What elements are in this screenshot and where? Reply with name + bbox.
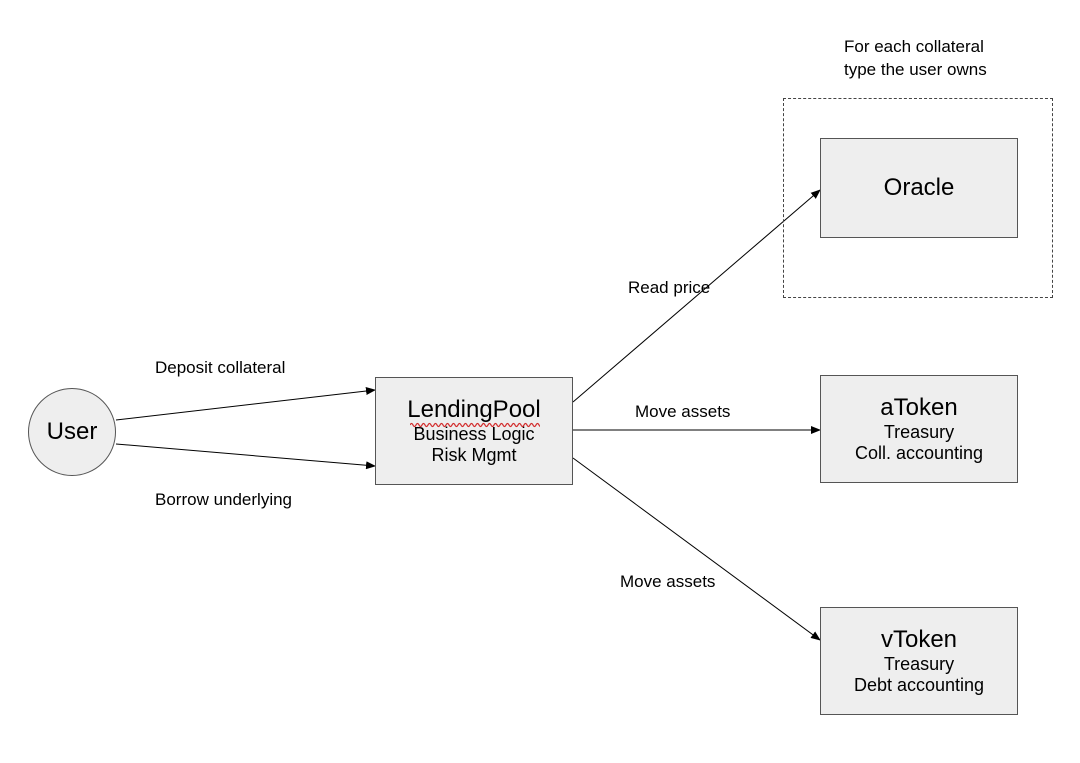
node-vtoken-sub2: Debt accounting: [854, 675, 984, 696]
node-vtoken-sub1: Treasury: [884, 654, 954, 675]
node-atoken-sub2: Coll. accounting: [855, 443, 983, 464]
node-user: User: [28, 388, 116, 476]
edge-label-2: Read price: [628, 278, 710, 298]
annotation-line2: type the user owns: [844, 59, 987, 82]
node-lendingpool-title: LendingPool: [407, 396, 540, 424]
edge-0: [116, 390, 375, 420]
edge-label-1: Borrow underlying: [155, 490, 292, 510]
edge-4: [573, 458, 820, 640]
node-vtoken: vToken Treasury Debt accounting: [820, 607, 1018, 715]
edge-label-3: Move assets: [635, 402, 730, 422]
node-lendingpool: LendingPool Business Logic Risk Mgmt: [375, 377, 573, 485]
diagram-canvas: For each collateral type the user owns U…: [0, 0, 1080, 763]
edge-1: [116, 444, 375, 466]
node-lendingpool-sub2: Risk Mgmt: [432, 445, 517, 466]
node-vtoken-title: vToken: [881, 626, 957, 654]
node-atoken-sub1: Treasury: [884, 422, 954, 443]
node-oracle-title: Oracle: [884, 174, 955, 202]
annotation-line1: For each collateral: [844, 36, 987, 59]
loop-annotation: For each collateral type the user owns: [844, 36, 987, 82]
edge-label-4: Move assets: [620, 572, 715, 592]
node-user-label: User: [47, 418, 98, 446]
node-oracle: Oracle: [820, 138, 1018, 238]
node-atoken: aToken Treasury Coll. accounting: [820, 375, 1018, 483]
node-lendingpool-sub1: Business Logic: [413, 424, 534, 445]
edge-label-0: Deposit collateral: [155, 358, 285, 378]
node-atoken-title: aToken: [880, 394, 957, 422]
